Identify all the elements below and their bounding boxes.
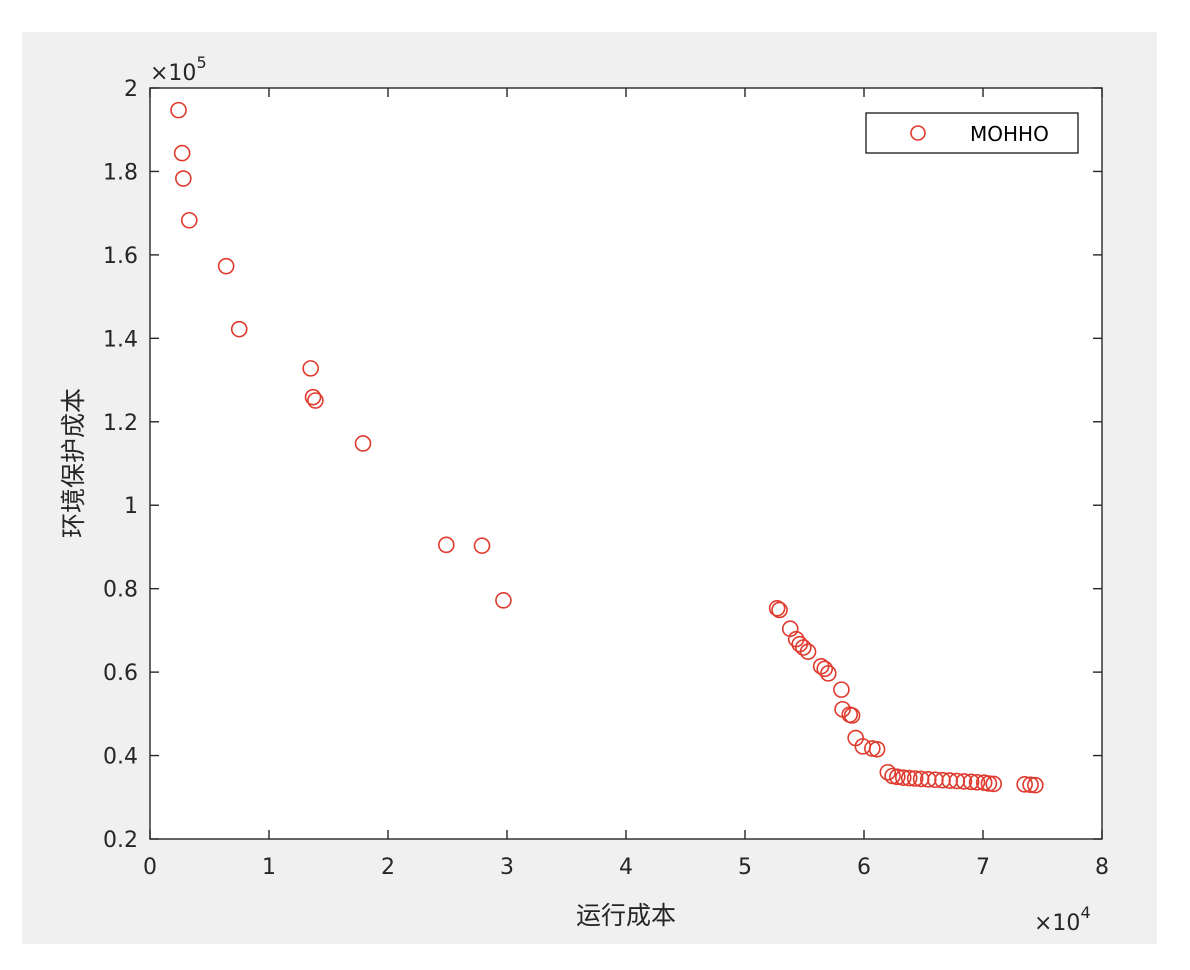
y-axis-exponent-base: ×10 bbox=[150, 61, 196, 86]
data-point bbox=[771, 601, 788, 619]
data-point bbox=[781, 620, 799, 638]
data-point bbox=[843, 707, 861, 724]
x-tick-label: 5 bbox=[738, 855, 752, 880]
y-tick-label: 2 bbox=[124, 77, 138, 102]
legend-marker-circle-icon bbox=[910, 125, 926, 141]
y-axis-title: 环境保护成本 bbox=[59, 388, 88, 538]
y-tick-label: 1.2 bbox=[103, 411, 138, 436]
data-point bbox=[879, 763, 897, 781]
x-axis-title: 运行成本 bbox=[576, 901, 676, 930]
y-axis-ticks: 0.2 0.4 0.6 0.8 1 1.2 1.4 1.6 1.8 2 bbox=[103, 77, 1102, 853]
data-point bbox=[900, 769, 918, 787]
data-point bbox=[1027, 776, 1044, 794]
data-point bbox=[889, 768, 906, 786]
legend: MOHHO bbox=[865, 112, 1079, 154]
data-point bbox=[230, 320, 248, 338]
x-axis-exponent-power: 4 bbox=[1080, 903, 1090, 922]
data-point bbox=[302, 360, 319, 377]
data-point bbox=[307, 392, 324, 409]
data-point bbox=[968, 773, 986, 791]
x-axis-ticks: 0 1 2 3 4 5 6 7 8 bbox=[143, 88, 1109, 880]
data-point bbox=[799, 643, 817, 660]
data-point bbox=[354, 435, 372, 452]
data-point bbox=[962, 773, 980, 791]
data-point bbox=[819, 665, 837, 682]
y-tick-label: 1.4 bbox=[103, 327, 138, 352]
x-axis-exponent-base: ×10 bbox=[1034, 911, 1080, 936]
y-tick-label: 0.6 bbox=[103, 661, 138, 686]
y-tick-label: 0.2 bbox=[103, 828, 138, 853]
x-tick-label: 7 bbox=[976, 855, 990, 880]
data-point bbox=[438, 536, 455, 554]
x-tick-label: 0 bbox=[143, 855, 157, 880]
plot-area bbox=[149, 87, 1103, 840]
y-axis-exponent-power: 5 bbox=[196, 53, 206, 72]
data-point bbox=[304, 388, 322, 406]
data-point bbox=[955, 773, 973, 790]
x-axis-exponent: ×104 bbox=[1034, 903, 1091, 936]
data-point bbox=[868, 740, 886, 758]
data-point bbox=[906, 770, 924, 787]
data-point bbox=[816, 660, 834, 678]
data-point bbox=[833, 681, 850, 698]
legend-box bbox=[865, 112, 1079, 154]
data-point bbox=[217, 257, 235, 275]
legend-label: MOHHO bbox=[970, 122, 1049, 146]
data-point bbox=[1022, 776, 1039, 794]
data-points bbox=[170, 101, 1044, 794]
data-point bbox=[768, 599, 786, 617]
data-point bbox=[1016, 776, 1033, 793]
x-tick-label: 4 bbox=[619, 855, 633, 880]
data-point bbox=[894, 769, 912, 786]
data-point bbox=[985, 775, 1003, 793]
x-tick-label: 6 bbox=[857, 855, 871, 880]
y-axis-exponent: ×105 bbox=[150, 53, 207, 86]
x-tick-label: 1 bbox=[262, 855, 276, 880]
x-tick-label: 8 bbox=[1095, 855, 1109, 880]
data-point bbox=[180, 211, 198, 229]
y-tick-label: 0.8 bbox=[103, 578, 138, 603]
y-tick-label: 1.6 bbox=[103, 244, 138, 269]
data-point bbox=[980, 775, 998, 792]
data-point bbox=[795, 639, 812, 656]
y-tick-label: 1.8 bbox=[103, 160, 138, 185]
x-tick-label: 3 bbox=[500, 855, 514, 880]
y-tick-label: 0.4 bbox=[103, 745, 138, 770]
data-point bbox=[473, 537, 491, 554]
data-point bbox=[175, 170, 192, 187]
data-point bbox=[495, 592, 512, 609]
data-point bbox=[170, 101, 187, 119]
data-point bbox=[173, 144, 191, 162]
x-tick-label: 2 bbox=[381, 855, 395, 880]
y-tick-label: 1 bbox=[124, 494, 138, 519]
